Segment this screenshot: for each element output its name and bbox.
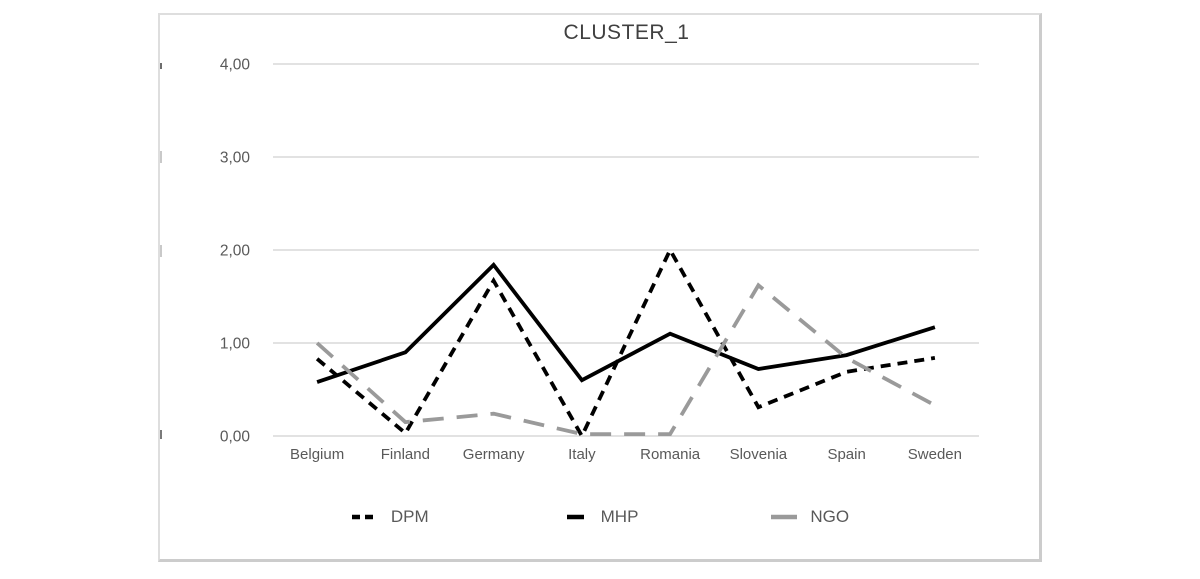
x-category-label: Slovenia bbox=[730, 446, 788, 463]
clipped-glyph-fragment bbox=[160, 151, 162, 163]
chart-frame: CLUSTER_1 0,00 1,00 2,00 3,00 4,00 Belgium Fi… bbox=[158, 13, 1042, 562]
legend-item-ngo: NGO bbox=[769, 507, 849, 527]
x-axis-category-labels: Belgium Finland Germany Italy Romania Sloveni… bbox=[290, 446, 962, 463]
x-category-label: Sweden bbox=[908, 446, 962, 463]
x-category-label: Italy bbox=[568, 446, 596, 463]
line-plot-area: 0,00 1,00 2,00 3,00 4,00 Belgium Finland Germa… bbox=[220, 57, 979, 463]
legend-item-mhp: MHP bbox=[560, 507, 639, 527]
y-tick-label: 3,00 bbox=[220, 150, 251, 167]
legend-marker-mhp-icon bbox=[566, 514, 584, 520]
clipped-glyph-fragment bbox=[160, 430, 162, 439]
data-series-lines bbox=[315, 245, 936, 441]
y-tick-label: 1,00 bbox=[220, 336, 251, 353]
legend-label: DPM bbox=[390, 507, 429, 526]
x-category-label: Finland bbox=[381, 446, 430, 463]
legend-marker-dpm-icon bbox=[351, 514, 378, 520]
clipped-glyph-fragment bbox=[160, 245, 162, 257]
series-line-mhp bbox=[316, 262, 936, 384]
gridlines bbox=[273, 63, 979, 437]
series-line-ngo bbox=[315, 282, 936, 437]
legend-marker-ngo-icon bbox=[771, 514, 798, 520]
x-category-label: Belgium bbox=[290, 446, 344, 463]
y-tick-label: 4,00 bbox=[220, 57, 251, 74]
x-category-label: Spain bbox=[827, 446, 865, 463]
x-category-label: Germany bbox=[463, 446, 525, 463]
legend: DPM MHP NGO bbox=[160, 507, 1039, 527]
chart-title: CLUSTER_1 bbox=[563, 21, 690, 44]
legend-label: NGO bbox=[810, 507, 850, 526]
y-tick-label: 0,00 bbox=[220, 429, 251, 446]
legend-label: MHP bbox=[600, 507, 639, 526]
series-line-dpm bbox=[315, 245, 936, 441]
clipped-glyph-fragment bbox=[160, 63, 162, 69]
y-tick-label: 2,00 bbox=[220, 243, 251, 260]
x-category-label: Romania bbox=[640, 446, 701, 463]
legend-item-dpm: DPM bbox=[350, 507, 429, 527]
y-axis-tick-labels: 0,00 1,00 2,00 3,00 4,00 bbox=[220, 57, 251, 446]
